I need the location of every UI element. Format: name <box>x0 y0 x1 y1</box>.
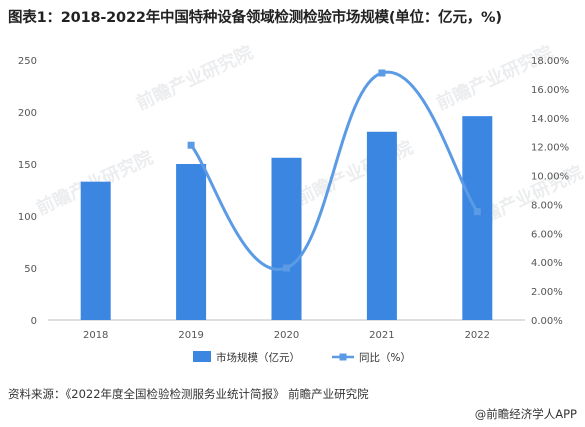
legend-line-marker <box>339 353 347 361</box>
source-note: 资料来源：《2022年度全国检验检测服务业统计简报》 前瞻产业研究院 <box>8 387 369 401</box>
growth-point-2019 <box>187 141 195 149</box>
x-tick-label: 2018 <box>83 330 108 341</box>
left-tick-label: 50 <box>24 264 37 275</box>
bar-2021 <box>366 131 397 320</box>
x-tick-label: 2019 <box>178 330 203 341</box>
watermark-1: 前瞻产业研究院 <box>133 41 256 114</box>
right-tick-label: 4.00% <box>531 258 563 269</box>
right-tick-label: 10.00% <box>531 172 569 183</box>
right-tick-label: 8.00% <box>531 200 563 211</box>
left-tick-label: 100 <box>18 212 37 223</box>
right-tick-label: 16.00% <box>531 85 569 96</box>
x-tick-label: 2020 <box>274 330 299 341</box>
bar-2019 <box>176 164 207 320</box>
left-tick-label: 250 <box>18 56 37 67</box>
legend-line-label: 同比（%） <box>359 351 411 364</box>
legend-bar-swatch <box>193 351 211 362</box>
growth-point-2021 <box>378 69 386 77</box>
right-tick-label: 6.00% <box>531 229 563 240</box>
x-tick-label: 2021 <box>369 330 394 341</box>
chart-title: 图表1：2018-2022年中国特种设备领域检测检验市场规模(单位：亿元，%) <box>8 10 502 26</box>
watermark-3: 前瞻产业研究院 <box>433 41 556 114</box>
growth-line <box>189 70 479 272</box>
right-tick-label: 18.00% <box>531 56 569 67</box>
right-tick-label: 14.00% <box>531 114 569 125</box>
left-tick-label: 150 <box>18 160 37 171</box>
brand-credit: @前瞻经济学人APP <box>474 407 577 421</box>
right-tick-label: 12.00% <box>531 143 569 154</box>
x-tick-label: 2022 <box>465 330 490 341</box>
left-tick-label: 0 <box>31 316 37 327</box>
watermark-2: 前瞻产业研究院 <box>293 136 416 209</box>
right-tick-label: 2.00% <box>531 287 563 298</box>
left-tick-label: 200 <box>18 108 37 119</box>
growth-point-2022 <box>473 208 481 216</box>
growth-point-2020 <box>283 264 290 272</box>
legend-bar-label: 市场规模（亿元） <box>216 351 300 364</box>
bar-2018 <box>80 181 111 320</box>
right-tick-label: 0.00% <box>531 316 563 327</box>
bar-2020 <box>271 157 302 320</box>
bar-2022 <box>462 116 493 320</box>
